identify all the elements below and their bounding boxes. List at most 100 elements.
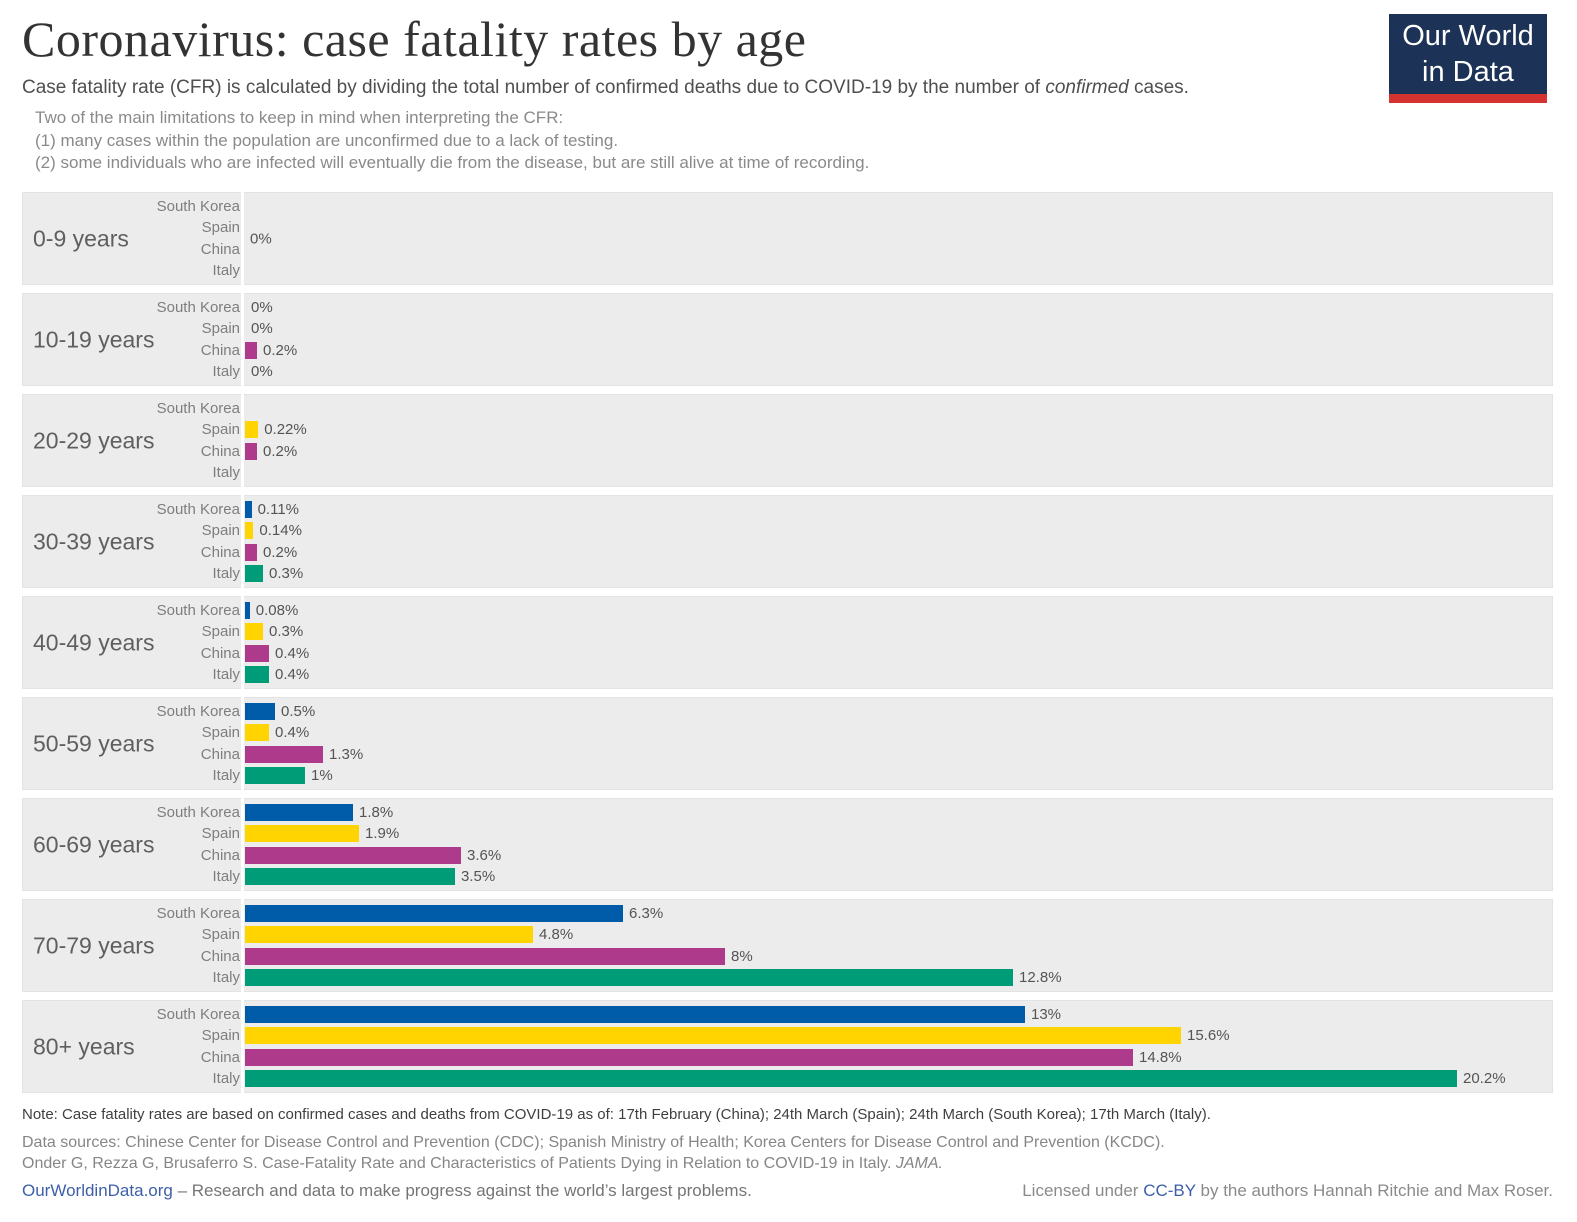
age-group-label: 40-49 years (33, 629, 155, 655)
cfr-bar[interactable] (245, 442, 257, 460)
country-bar-row: Italy 3.5% (23, 866, 1552, 887)
bar-track: 20.2% (245, 1068, 1552, 1089)
bar-value-label: 0.4% (275, 724, 310, 742)
owid-logo[interactable]: Our World in Data (1389, 14, 1547, 103)
country-rows: South Korea 1.8% Spain 1.9% China 3.6% Italy 3.… (23, 802, 1552, 887)
cfr-bar[interactable] (245, 623, 263, 641)
cfr-bar[interactable] (245, 501, 252, 519)
cc-by-link[interactable]: CC-BY (1143, 1181, 1196, 1200)
bar-track: 0.2% (245, 340, 1552, 361)
cfr-bar[interactable] (245, 766, 305, 784)
cfr-bar[interactable] (245, 341, 257, 359)
bar-value-label: 0.2% (263, 442, 298, 460)
cfr-bar[interactable] (245, 745, 323, 763)
country-bar-row: Spain (23, 217, 1552, 238)
bar-track (245, 398, 1552, 419)
cfr-bar[interactable] (245, 1048, 1133, 1066)
footer: Note: Case fatality rates are based on c… (22, 1106, 1553, 1201)
cfr-age-bar-chart: 0-9 years South Korea Spain China Italy 0% 10-… (22, 192, 1553, 1101)
country-label: China (200, 442, 240, 460)
bar-value-label: 6.3% (629, 905, 664, 923)
country-bar-row: Italy 12.8% (23, 967, 1552, 988)
cfr-bar[interactable] (245, 905, 623, 923)
cfr-bar[interactable] (245, 703, 275, 721)
country-bar-row: Italy (23, 462, 1552, 483)
country-label: China (200, 341, 240, 359)
age-group-label: 60-69 years (33, 831, 155, 857)
bar-value-label: 0.11% (257, 501, 300, 519)
cfr-bar[interactable] (245, 968, 1013, 986)
cfr-bar[interactable] (245, 564, 263, 582)
page-title: Coronavirus: case fatality rates by age (22, 11, 807, 67)
country-bar-row: China 3.6% (23, 845, 1552, 866)
bar-track: 12.8% (245, 967, 1552, 988)
age-group-row: 30-39 years South Korea 0.11% Spain 0.14% Chi… (22, 495, 1553, 588)
cfr-limitations-note: Two of the main limitations to keep in m… (35, 107, 1553, 175)
country-bar-row: Italy 0.4% (23, 664, 1552, 685)
cfr-bar[interactable] (245, 947, 725, 965)
country-bar-row: China 0.4% (23, 643, 1552, 664)
cfr-bar[interactable] (245, 1069, 1457, 1087)
country-rows: South Korea 0.11% Spain 0.14% China 0.2% Italy… (23, 499, 1552, 584)
owid-site-link[interactable]: OurWorldinData.org (22, 1181, 173, 1200)
cfr-bar[interactable] (245, 846, 461, 864)
footer-license-line: Licensed under CC-BY by the authors Hann… (1022, 1181, 1553, 1201)
cfr-bar[interactable] (245, 421, 259, 439)
country-bar-row: South Korea 6.3% (23, 903, 1552, 924)
cfr-bar[interactable] (245, 1027, 1181, 1045)
subtitle-text-suffix: cases. (1128, 77, 1189, 98)
footer-site-line: OurWorldinData.org – Research and data t… (22, 1181, 752, 1201)
bar-track: 1.9% (245, 823, 1552, 844)
bar-value-label: 13% (1031, 1006, 1062, 1024)
country-label: China (200, 745, 240, 763)
zero-axis-line (241, 697, 244, 790)
country-bar-row: Italy 0.3% (23, 563, 1552, 584)
cfr-bar[interactable] (245, 543, 257, 561)
country-label: Italy (212, 968, 240, 986)
bar-track: 0% (245, 297, 1552, 318)
cfr-bar[interactable] (245, 522, 254, 540)
data-sources-line2: Onder G, Rezza G, Brusaferro S. Case-Fat… (22, 1155, 896, 1172)
country-label: Spain (201, 623, 240, 641)
age-group-label: 80+ years (33, 1033, 135, 1059)
bar-value-label: 14.8% (1139, 1048, 1182, 1066)
owid-logo-line2: in Data (1422, 56, 1514, 88)
country-bar-row: South Korea 0.08% (23, 600, 1552, 621)
country-bar-row: China (23, 239, 1552, 260)
cfr-bar[interactable] (245, 724, 269, 742)
country-bar-row: South Korea 1.8% (23, 802, 1552, 823)
license-suffix: by the authors Hannah Ritchie and Max Ro… (1195, 1181, 1553, 1200)
country-bar-row: South Korea 0.11% (23, 499, 1552, 520)
country-label: South Korea (156, 602, 240, 620)
cfr-bar[interactable] (245, 602, 250, 620)
country-label: Italy (212, 867, 240, 885)
bar-value-label: 12.8% (1019, 968, 1062, 986)
country-bar-row: Italy 0% (23, 361, 1552, 382)
cfr-bar[interactable] (245, 665, 269, 683)
cfr-bar[interactable] (245, 804, 353, 822)
country-bar-row: Spain 0.4% (23, 722, 1552, 743)
country-bar-row: Spain 4.8% (23, 924, 1552, 945)
bar-track: 0.3% (245, 563, 1552, 584)
country-label: Spain (201, 522, 240, 540)
bar-track: 0.08% (245, 600, 1552, 621)
bar-track: 0.14% (245, 520, 1552, 541)
cfr-bar[interactable] (245, 825, 359, 843)
bar-track: 15.6% (245, 1025, 1552, 1046)
cfr-bar[interactable] (245, 644, 269, 662)
cfr-bar[interactable] (245, 867, 455, 885)
data-sources-line1: Data sources: Chinese Center for Disease… (22, 1134, 1165, 1151)
country-bar-row: Spain 0.14% (23, 520, 1552, 541)
subtitle-text: Case fatality rate (CFR) is calculated b… (22, 77, 1046, 98)
bar-track: 0.4% (245, 643, 1552, 664)
zero-axis-line (241, 798, 244, 891)
data-sources-journal: JAMA. (895, 1155, 943, 1172)
cfr-bar[interactable] (245, 926, 533, 944)
bar-value-label: 15.6% (1187, 1027, 1230, 1045)
country-label: China (200, 947, 240, 965)
bar-track: 3.5% (245, 866, 1552, 887)
cfr-bar[interactable] (245, 1006, 1025, 1024)
country-label: China (200, 644, 240, 662)
zero-axis-line (241, 1000, 244, 1093)
